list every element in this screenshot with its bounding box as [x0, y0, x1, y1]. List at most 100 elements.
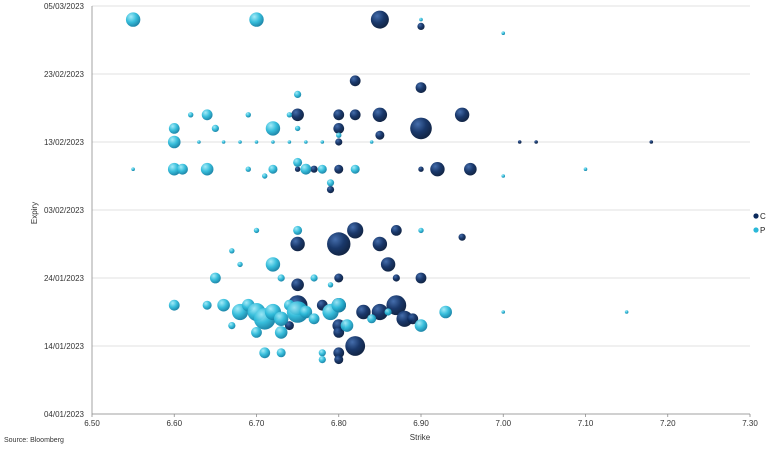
bubble-c: [333, 327, 345, 338]
bubble-p: [245, 112, 251, 118]
bubble-p: [167, 135, 181, 149]
bubble-p: [271, 140, 275, 144]
bubble-p: [327, 282, 334, 288]
legend-label-c: C: [760, 212, 766, 221]
bubble-p: [294, 125, 301, 132]
legend-marker-c: [753, 213, 759, 219]
bubble-p: [125, 12, 141, 27]
bubble-p: [167, 162, 181, 176]
bubble-c: [333, 347, 345, 359]
bubble-c: [291, 108, 304, 122]
bubble-p: [369, 140, 374, 144]
bubble-c: [372, 236, 388, 252]
bubble-c: [418, 166, 424, 172]
x-tick-label: 7.00: [495, 419, 511, 428]
bubble-c: [291, 278, 304, 292]
bubble-p: [331, 298, 346, 313]
bubble-c: [410, 117, 432, 140]
x-tick-label: 7.30: [742, 419, 758, 428]
y-tick-label: 13/02/2023: [44, 138, 85, 147]
bubble-p: [131, 167, 135, 171]
bubble-p: [367, 314, 377, 324]
bubble-c: [349, 109, 361, 121]
bubble-p: [350, 164, 360, 174]
bubble-c: [458, 233, 466, 241]
bubble-p: [249, 12, 264, 27]
series-c: [284, 10, 654, 365]
bubble-c: [517, 140, 522, 144]
bubble-c: [333, 122, 345, 134]
bubble-c: [284, 321, 294, 331]
bubble-c: [390, 225, 402, 236]
bubble-p: [201, 109, 213, 121]
bubble-p: [384, 308, 392, 316]
bubbles: [125, 10, 654, 365]
bubble-p: [168, 299, 180, 311]
y-tick-label: 04/01/2023: [44, 410, 85, 419]
bubble-p: [336, 132, 342, 138]
bubble-c: [326, 186, 335, 194]
bubble-p: [259, 347, 271, 359]
legend-label-p: P: [760, 226, 765, 235]
bubble-p: [168, 122, 180, 134]
bubble-p: [265, 121, 281, 136]
bubble-p: [274, 326, 288, 339]
bubble-p: [439, 305, 452, 319]
x-tick-label: 7.20: [660, 419, 676, 428]
legend-marker-p: [753, 227, 759, 233]
y-tick-label: 24/01/2023: [44, 274, 85, 283]
y-tick-label: 03/02/2023: [44, 206, 85, 215]
bubble-c: [334, 355, 344, 365]
bubble-c: [430, 162, 445, 177]
bubble-p: [414, 319, 428, 332]
bubble-p: [221, 140, 226, 144]
bubble-p: [418, 227, 424, 234]
bubble-c: [356, 304, 371, 320]
bubble-p: [276, 348, 286, 358]
bubble-p: [228, 322, 236, 330]
bubble-p: [300, 163, 312, 175]
x-axis-title: Strike: [410, 433, 431, 442]
bubble-p: [286, 112, 293, 118]
x-tick-label: 6.50: [84, 419, 100, 428]
bubble-p: [253, 227, 260, 234]
bubble-c: [349, 75, 361, 87]
bubble-c: [392, 274, 400, 282]
bubble-p: [310, 274, 318, 282]
bubble-p: [318, 349, 326, 357]
bubble-p: [217, 298, 230, 312]
series-p: [125, 12, 629, 364]
bubble-p: [211, 124, 219, 132]
bubble-p: [237, 261, 243, 268]
bubble-p: [277, 274, 285, 282]
bubble-c: [294, 166, 301, 172]
bubble-p: [238, 140, 242, 144]
bubble-p: [294, 90, 302, 98]
x-tick-label: 7.10: [578, 419, 594, 428]
bubble-c: [386, 295, 407, 316]
bubble-p: [308, 313, 320, 325]
bubble-c: [327, 232, 351, 256]
bubble-p: [197, 140, 201, 144]
y-tick-label: 14/01/2023: [44, 342, 85, 351]
bubble-p: [624, 310, 629, 314]
bubble-c: [407, 313, 419, 325]
bubble-p: [299, 305, 313, 319]
bubble-c: [415, 272, 427, 284]
bubble-p: [326, 179, 335, 187]
bubble-c: [290, 236, 305, 252]
bubble-p: [293, 157, 303, 167]
bubble-c: [310, 165, 318, 173]
bubble-c: [372, 107, 388, 123]
bubble-c: [375, 130, 385, 140]
bubble-c: [347, 222, 364, 239]
bubble-c: [371, 303, 388, 321]
bubble-p: [245, 166, 251, 172]
bubble-p: [340, 319, 354, 332]
bubble-c: [649, 140, 654, 144]
bubble-c: [345, 336, 366, 356]
y-tick-label: 05/03/2023: [44, 2, 85, 11]
legend: CP: [753, 212, 766, 235]
bubble-p: [268, 164, 278, 174]
